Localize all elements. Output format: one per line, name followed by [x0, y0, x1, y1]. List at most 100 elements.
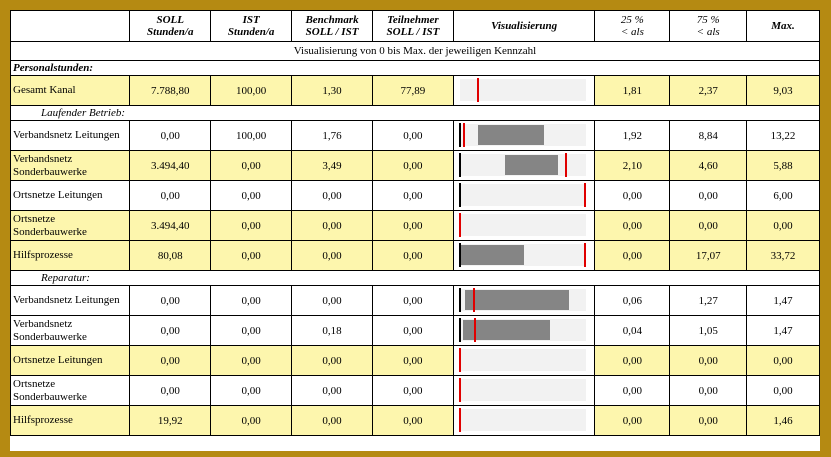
- p25-value: 1,81: [594, 75, 671, 106]
- range-background: [459, 379, 586, 401]
- header-teilnehmer: Teilnehmer SOLL / IST: [371, 10, 454, 42]
- kennzahlen-sheet: SOLL Stunden/a IST Stunden/a Benchmark SOLL…: [9, 10, 820, 451]
- ist-value: 0,00: [210, 315, 293, 346]
- ist-marker: [458, 213, 461, 237]
- row-label: Hilfsprozesse: [9, 405, 131, 436]
- p75-value: 4,60: [669, 150, 748, 181]
- quartile-range-bar: [504, 155, 559, 175]
- p25-value: 0,00: [594, 375, 671, 406]
- benchmark-value: 0,00: [291, 345, 373, 376]
- section-row: Reparatur:: [10, 270, 820, 286]
- teilnehmer-value: 0,00: [371, 375, 454, 406]
- header-visualisierung: Visualisierung: [452, 10, 596, 42]
- quartile-range-bar: [463, 320, 550, 340]
- bullet-graph: [454, 182, 594, 210]
- reference-marker: [458, 318, 461, 342]
- ist-value: 0,00: [210, 375, 293, 406]
- reference-marker: [458, 183, 461, 207]
- soll-value: 19,92: [129, 405, 212, 436]
- soll-value: 0,00: [129, 375, 212, 406]
- ist-value: 0,00: [210, 345, 293, 376]
- ist-marker: [565, 153, 568, 177]
- max-value: 33,72: [746, 240, 820, 271]
- table-row: Verbandsnetz Leitungen 0,00 100,00 1,76 0,00…: [9, 120, 820, 151]
- max-value: 1,46: [746, 405, 820, 436]
- p25-value: 0,00: [594, 180, 671, 211]
- bullet-graph: [454, 377, 594, 405]
- p75-value: 2,37: [669, 75, 748, 106]
- p75-value: 0,00: [669, 210, 748, 241]
- teilnehmer-value: 0,00: [371, 150, 454, 181]
- p75-value: 0,00: [669, 180, 748, 211]
- table-row: Ortsnetze Sonderbauwerke 3.494,40 0,00 0,00…: [9, 210, 820, 241]
- p75-value: 1,05: [669, 315, 748, 346]
- benchmark-value: 1,30: [291, 75, 373, 106]
- teilnehmer-value: 0,00: [371, 210, 454, 241]
- reference-marker: [458, 123, 461, 147]
- row-label: Ortsnetze Leitungen: [9, 180, 131, 211]
- kennzahlen-table: SOLL Stunden/a IST Stunden/a Benchmark SOLL…: [9, 10, 820, 436]
- soll-value: 80,08: [129, 240, 212, 271]
- table-row: Hilfsprozesse 80,08 0,00 0,00 0,00 0,00 17,07 3…: [9, 240, 820, 271]
- p75-value: 8,84: [669, 120, 748, 151]
- ist-marker: [472, 288, 475, 312]
- row-label: Verbandsnetz Leitungen: [9, 285, 131, 316]
- ist-value: 100,00: [210, 120, 293, 151]
- ist-marker: [474, 318, 477, 342]
- range-background: [459, 409, 586, 431]
- teilnehmer-value: 0,00: [371, 240, 454, 271]
- range-background: [459, 214, 586, 236]
- teilnehmer-value: 0,00: [371, 405, 454, 436]
- p75-value: 17,07: [669, 240, 748, 271]
- max-value: 0,00: [746, 210, 820, 241]
- p25-value: 0,00: [594, 405, 671, 436]
- teilnehmer-value: 0,00: [371, 285, 454, 316]
- soll-value: 0,00: [129, 180, 212, 211]
- soll-value: 7.788,80: [129, 75, 212, 106]
- reference-marker: [458, 288, 461, 312]
- visualisierung-cell: [452, 75, 596, 106]
- ist-value: 0,00: [210, 210, 293, 241]
- visualisierung-note: Visualisierung von 0 bis Max. der jeweil…: [10, 41, 820, 61]
- p75-value: 0,00: [669, 345, 748, 376]
- max-value: 0,00: [746, 345, 820, 376]
- benchmark-value: 0,00: [291, 375, 373, 406]
- teilnehmer-value: 0,00: [371, 180, 454, 211]
- row-label: Ortsnetze Sonderbauwerke: [9, 375, 131, 406]
- table-row: Verbandsnetz Leitungen 0,00 0,00 0,00 0,00 0,…: [9, 285, 820, 316]
- quartile-range-bar: [478, 125, 545, 145]
- bullet-graph: [454, 152, 594, 180]
- teilnehmer-value: 0,00: [371, 345, 454, 376]
- header-soll: SOLL Stunden/a: [129, 10, 212, 42]
- p75-value: 0,00: [669, 405, 748, 436]
- section-reparatur: Reparatur:: [10, 270, 820, 286]
- bullet-graph: [454, 287, 594, 315]
- header-p75: 75 % < als: [669, 10, 748, 42]
- visualisierung-cell: [452, 345, 596, 376]
- bullet-graph: [454, 77, 594, 105]
- row-label: Verbandsnetz Sonderbauwerke: [9, 315, 131, 346]
- ist-marker: [458, 408, 461, 432]
- reference-marker: [458, 153, 461, 177]
- p25-value: 1,92: [594, 120, 671, 151]
- ist-marker: [458, 378, 461, 402]
- header-max: Max.: [746, 10, 820, 42]
- benchmark-value: 0,18: [291, 315, 373, 346]
- header-ist: IST Stunden/a: [210, 10, 293, 42]
- bullet-graph: [454, 347, 594, 375]
- benchmark-value: 0,00: [291, 180, 373, 211]
- bullet-graph: [454, 212, 594, 240]
- ist-value: 0,00: [210, 240, 293, 271]
- bullet-graph: [454, 242, 594, 270]
- soll-value: 0,00: [129, 120, 212, 151]
- table-row: Hilfsprozesse 19,92 0,00 0,00 0,00 0,00 0,00 1,…: [9, 405, 820, 436]
- soll-value: 3.494,40: [129, 210, 212, 241]
- section-laufender-betrieb: Laufender Betrieb:: [10, 105, 820, 121]
- ist-value: 0,00: [210, 150, 293, 181]
- ist-value: 100,00: [210, 75, 293, 106]
- ist-value: 0,00: [210, 285, 293, 316]
- table-row: Verbandsnetz Sonderbauwerke 3.494,40 0,00 3…: [9, 150, 820, 181]
- bullet-graph: [454, 407, 594, 435]
- table-row: Gesamt Kanal 7.788,80 100,00 1,30 77,89 1,81 2…: [9, 75, 820, 106]
- visualisierung-cell: [452, 240, 596, 271]
